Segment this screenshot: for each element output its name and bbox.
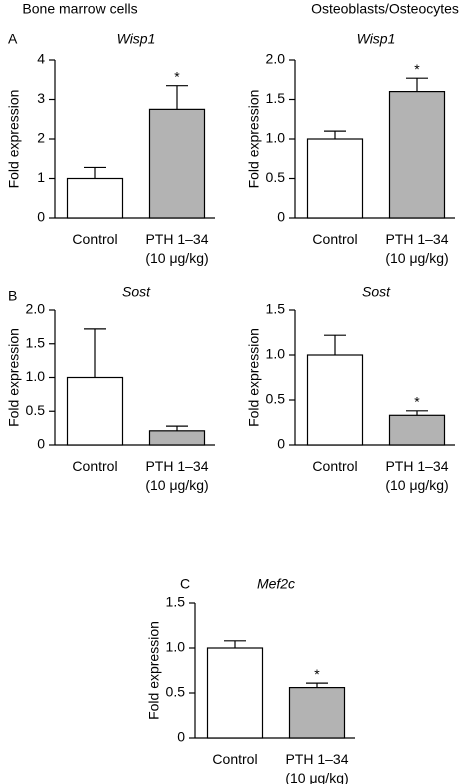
bar xyxy=(206,647,264,739)
panel-label: C xyxy=(180,576,190,592)
y-tick-label: 0 xyxy=(277,436,285,452)
y-axis-label: Fold expression xyxy=(6,328,22,427)
column-header: Bone marrow cells xyxy=(22,1,137,17)
y-tick-label: 2.0 xyxy=(26,301,46,317)
x-tick-label: PTH 1–34 (10 μg/kg) xyxy=(145,458,209,493)
x-tick-label: Control xyxy=(72,458,118,474)
x-tick-label: Control xyxy=(72,231,118,247)
significance-mark: * xyxy=(314,666,320,682)
y-tick-label: 0.5 xyxy=(166,684,186,700)
y-tick-label: 1.0 xyxy=(266,346,286,362)
y-tick-label: 2 xyxy=(37,130,45,146)
bar xyxy=(388,90,446,219)
chart-title: Wisp1 xyxy=(117,31,156,47)
x-tick-label: Control xyxy=(312,458,358,474)
bar xyxy=(306,138,364,219)
y-tick-label: 0 xyxy=(37,436,45,452)
x-tick-label: PTH 1–34 (10 μg/kg) xyxy=(385,231,449,266)
chart-title: Sost xyxy=(122,284,151,300)
x-tick-label: Control xyxy=(312,231,358,247)
bar xyxy=(148,108,206,219)
bar xyxy=(66,376,124,446)
y-tick-label: 2.0 xyxy=(266,51,286,67)
y-tick-label: 0.5 xyxy=(266,169,286,185)
y-tick-label: 0.5 xyxy=(266,391,286,407)
y-tick-label: 1 xyxy=(37,169,45,185)
chart-title: Wisp1 xyxy=(357,31,396,47)
chart-title: Mef2c xyxy=(257,576,295,592)
panel-label: A xyxy=(8,31,18,47)
y-tick-label: 0.5 xyxy=(26,402,46,418)
significance-mark: * xyxy=(414,394,420,410)
bar xyxy=(388,414,446,446)
y-axis-label: Fold expression xyxy=(146,621,162,720)
y-axis-label: Fold expression xyxy=(246,90,262,189)
y-tick-label: 1.5 xyxy=(166,594,186,610)
y-tick-label: 0 xyxy=(177,729,185,745)
y-tick-label: 1.0 xyxy=(166,639,186,655)
y-tick-label: 1.0 xyxy=(26,368,46,384)
y-axis-label: Fold expression xyxy=(246,328,262,427)
significance-mark: * xyxy=(414,61,420,77)
y-axis-label: Fold expression xyxy=(6,90,22,189)
x-tick-label: PTH 1–34 (10 μg/kg) xyxy=(385,458,449,493)
y-tick-label: 4 xyxy=(37,51,45,67)
y-tick-label: 1.0 xyxy=(266,130,286,146)
x-tick-label: PTH 1–34 (10 μg/kg) xyxy=(145,231,209,266)
y-tick-label: 1.5 xyxy=(266,90,286,106)
column-header: Osteoblasts/Osteocytes xyxy=(311,1,459,17)
y-tick-label: 1.5 xyxy=(26,334,46,350)
y-tick-label: 1.5 xyxy=(266,301,286,317)
significance-mark: * xyxy=(174,68,180,84)
chart-title: Sost xyxy=(362,284,391,300)
y-tick-label: 0 xyxy=(37,209,45,225)
y-tick-label: 0 xyxy=(277,209,285,225)
bar xyxy=(66,177,124,219)
x-tick-label: Control xyxy=(212,751,258,767)
x-tick-label: PTH 1–34 (10 μg/kg) xyxy=(285,751,349,784)
bar xyxy=(306,354,364,446)
bar xyxy=(288,686,346,739)
y-tick-label: 3 xyxy=(37,90,45,106)
panel-label: B xyxy=(8,288,17,304)
bar xyxy=(148,430,206,446)
